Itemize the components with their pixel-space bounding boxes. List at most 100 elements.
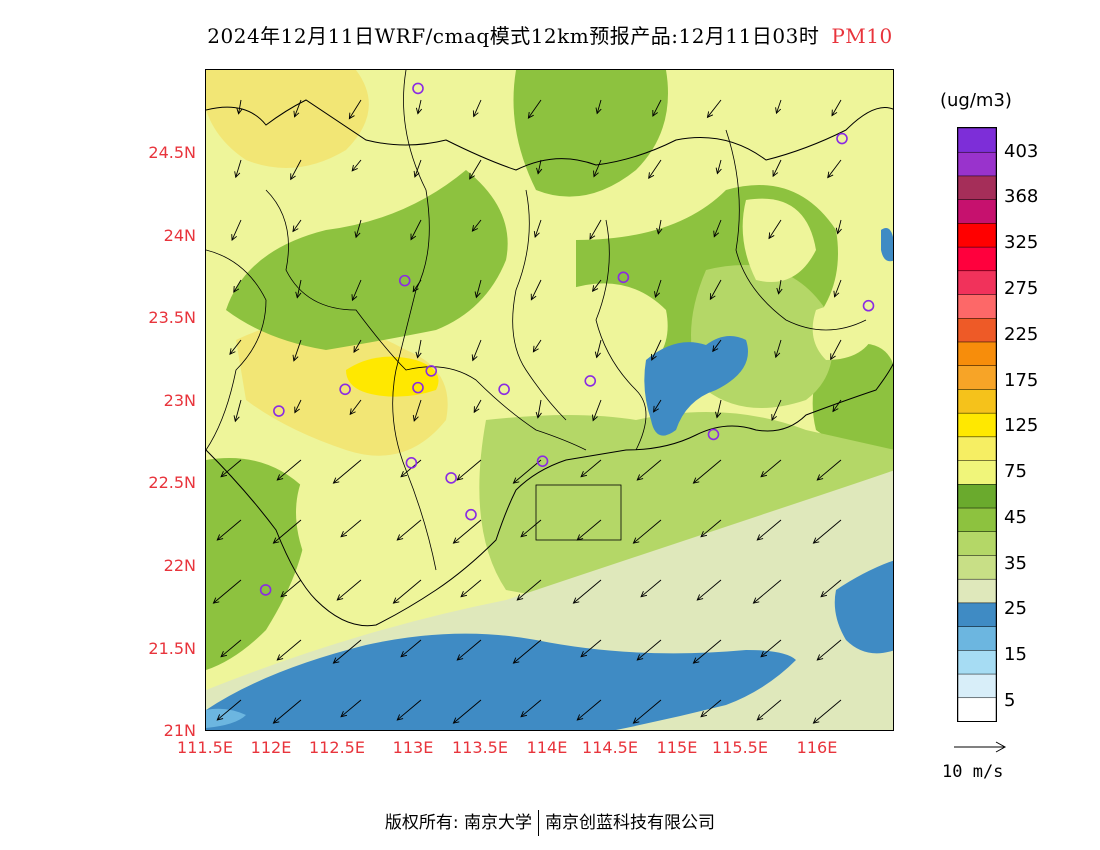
wind-vector-head: [636, 654, 644, 661]
wind-vector: [220, 459, 242, 478]
wind-vector-head: [234, 171, 241, 179]
colorbar: [957, 127, 997, 722]
wind-vector-head: [469, 172, 475, 180]
lon-tick-label: 112.5E: [309, 738, 365, 757]
wind-vector: [534, 219, 542, 238]
wind-vector-head: [351, 164, 358, 172]
wind-vector-head: [452, 717, 460, 724]
colorbar-label: 75: [1004, 461, 1027, 482]
colorbar-label: 225: [1004, 324, 1039, 345]
wind-vector-head: [276, 654, 284, 661]
wind-vector-head: [715, 167, 722, 175]
wind-vector-head: [400, 651, 408, 658]
wind-vector: [453, 699, 482, 724]
wind-vector: [293, 339, 302, 361]
wind-vector: [460, 579, 482, 598]
wind-vector: [576, 519, 602, 541]
coastline: [206, 363, 893, 627]
wind-vector-head: [632, 717, 640, 724]
wind-vector: [412, 279, 422, 292]
wind-vector: [592, 279, 602, 292]
wind-vector-head: [812, 537, 820, 544]
wind-vector: [760, 639, 782, 658]
wind-vector: [593, 159, 602, 177]
wind-vector: [589, 219, 602, 240]
lat-tick-label: 23N: [163, 391, 196, 410]
pm10-field-45-75: [566, 283, 668, 380]
county-boundary: [725, 129, 867, 331]
wind-vector: [220, 639, 242, 658]
wind-vector: [294, 99, 302, 117]
wind-vector: [336, 579, 362, 601]
wind-vector: [414, 159, 422, 178]
wind-vector-head: [760, 471, 768, 478]
wind-vector: [396, 519, 422, 541]
wind-vector: [636, 639, 662, 661]
colorbar-label: 275: [1004, 278, 1039, 299]
wind-vector: [400, 639, 422, 658]
wind-reference-label: 10 m/s: [942, 762, 1004, 782]
wind-vector-head: [760, 651, 768, 658]
lon-tick-label: 116E: [796, 738, 838, 757]
wind-vector-head: [532, 345, 539, 353]
colorbar-label: 35: [1004, 553, 1027, 574]
wind-vector-head: [709, 293, 716, 301]
wind-vector-head: [216, 534, 224, 541]
lat-tick-label: 22.5N: [148, 473, 196, 492]
wind-vector-head: [752, 597, 760, 604]
footer-separator: [538, 810, 540, 836]
wind-vector: [657, 219, 662, 234]
lon-tick-label: 115E: [656, 738, 698, 757]
wind-vector-head: [833, 290, 840, 298]
wind-vector-field: [212, 99, 842, 724]
wind-vector-head: [771, 414, 777, 422]
colorbar-swatch: [957, 602, 997, 627]
wind-vector: [333, 639, 362, 664]
wind-vector: [216, 519, 242, 541]
wind-vector: [651, 339, 662, 361]
colorbar-swatch: [957, 364, 997, 390]
wind-vector: [576, 699, 602, 721]
wind-vector-head: [648, 172, 655, 180]
lat-tick-label: 21N: [163, 721, 196, 740]
pm10-field-45-75: [812, 303, 876, 360]
station-marker: [498, 383, 510, 396]
wind-vector-head: [520, 531, 528, 538]
wind-vector: [709, 279, 722, 300]
wind-vector-head: [700, 711, 708, 718]
wind-vector-head: [280, 591, 288, 598]
wind-vector-head: [535, 411, 542, 419]
station-marker: [273, 405, 285, 417]
wind-vector-head: [351, 294, 358, 302]
wind-vector-head: [832, 405, 839, 413]
colorbar-swatch: [957, 175, 997, 200]
wind-vector-head: [527, 112, 534, 119]
colorbar-swatch: [957, 293, 997, 319]
wind-vector-head: [272, 717, 280, 724]
wind-vector-head: [775, 107, 782, 115]
wind-vector-head: [293, 110, 300, 118]
wind-vector: [573, 579, 602, 604]
wind-vector: [520, 699, 542, 718]
lat-tick-label: 23.5N: [148, 308, 196, 327]
station-marker: [465, 508, 477, 521]
pm10-field-5-15: [644, 336, 748, 436]
wind-vector-head: [456, 654, 464, 661]
wind-vector: [349, 399, 362, 415]
lon-tick-label: 115.5E: [712, 738, 768, 757]
wind-vector: [693, 639, 722, 664]
wind-vector-head: [576, 534, 584, 541]
wind-vector: [513, 459, 542, 484]
station-marker: [398, 274, 411, 287]
wind-vector-head: [595, 107, 602, 115]
wind-vector: [760, 459, 782, 478]
wind-vector: [233, 279, 242, 293]
pm10-field-5-15: [834, 560, 893, 654]
station-marker: [412, 82, 424, 95]
wind-vector: [456, 639, 482, 661]
wind-vector: [633, 699, 662, 724]
wind-vector-head: [332, 477, 340, 484]
wind-vector: [417, 339, 422, 358]
wind-vector: [652, 99, 662, 117]
wind-vector: [756, 699, 782, 721]
